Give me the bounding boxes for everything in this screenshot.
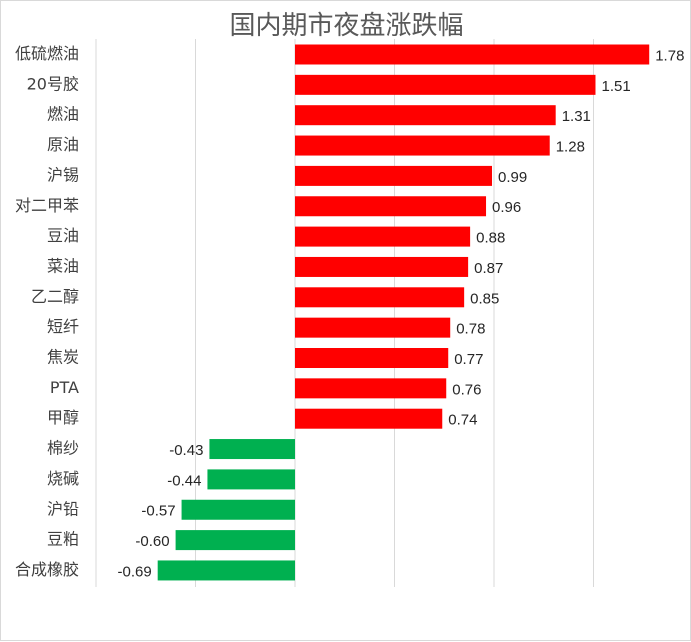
category-label: 豆粕	[47, 530, 79, 549]
data-label: 0.76	[452, 381, 481, 398]
gridlines	[95, 39, 594, 587]
bar	[295, 44, 650, 65]
category-label: PTA	[50, 378, 79, 397]
bar	[295, 196, 487, 217]
category-label: 焦炭	[47, 348, 79, 367]
category-label: 原油	[47, 135, 79, 154]
category-label: 沪锡	[47, 165, 79, 184]
data-label: 1.28	[556, 139, 585, 156]
data-label: -0.69	[117, 563, 151, 580]
bar	[295, 256, 469, 277]
bar	[181, 499, 295, 520]
category-label: 沪铅	[47, 499, 79, 518]
bar	[295, 105, 556, 126]
bar	[295, 287, 465, 308]
category-label: 合成橡胶	[15, 560, 79, 579]
data-label: 0.77	[454, 351, 483, 368]
data-label: 0.87	[474, 260, 503, 277]
bar	[295, 226, 471, 247]
data-labels: 1.78 1.51 1.31 1.28 0.99 0.96 0.88 0.87 0.85 0.78…	[117, 47, 684, 580]
bar	[295, 74, 596, 95]
bar	[295, 135, 550, 156]
bar	[295, 348, 449, 368]
data-label: 0.99	[498, 169, 527, 186]
data-label: 0.88	[476, 230, 505, 247]
data-label: -0.44	[167, 472, 201, 489]
data-label: 0.74	[448, 412, 477, 429]
bar	[295, 165, 493, 186]
category-label: 甲醇	[47, 408, 79, 427]
category-label: 低硫燃油	[15, 44, 79, 63]
category-label: 乙二醇	[31, 287, 79, 306]
data-label: 0.96	[492, 199, 521, 216]
category-label: 燃油	[47, 105, 79, 124]
data-label: -0.43	[169, 442, 203, 459]
category-label: 短纤	[47, 317, 79, 336]
data-label: 1.51	[601, 78, 630, 95]
data-label: 0.85	[470, 290, 499, 307]
bar	[157, 560, 295, 581]
data-label: -0.60	[135, 533, 169, 550]
category-label: 豆油	[47, 226, 79, 245]
category-label: 20号胶	[27, 74, 79, 93]
bar	[295, 408, 443, 429]
bar	[295, 378, 447, 399]
bar	[209, 439, 295, 460]
bar	[207, 469, 295, 490]
data-label: 1.31	[562, 108, 591, 125]
category-label: 棉纱	[47, 439, 79, 458]
bars	[157, 44, 650, 581]
bar	[295, 317, 451, 338]
data-label: 1.78	[655, 47, 684, 64]
category-label: 烧碱	[47, 469, 79, 488]
data-label: 0.78	[456, 321, 485, 338]
category-label: 对二甲苯	[15, 196, 79, 215]
bar	[175, 530, 295, 551]
category-label: 菜油	[47, 256, 79, 275]
data-label: -0.57	[141, 503, 175, 520]
chart-title: 国内期市夜盘涨跌幅	[229, 11, 464, 41]
